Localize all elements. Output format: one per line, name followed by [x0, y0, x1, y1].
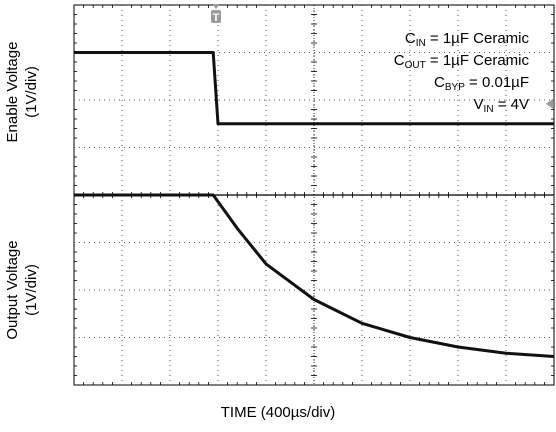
trigger-marker: [211, 10, 221, 23]
output-voltage-label-line2: (1V/div): [23, 264, 40, 316]
level-marker: [546, 98, 553, 109]
enable-voltage-label-line1: Enable Voltage: [4, 41, 21, 143]
markers: T: [211, 4, 553, 109]
trigger-label: T: [213, 12, 220, 24]
test-conditions: CIN = 1µF Ceramic COUT = 1µF Ceramic CBY…: [394, 28, 529, 116]
trigger-arrow: [212, 4, 220, 9]
output-voltage-trace: [74, 193, 555, 358]
output-voltage-label-line1: Output Voltage: [4, 240, 21, 340]
enable-voltage-label-line2: (1V/div): [23, 66, 40, 118]
condition-cout: COUT = 1µF Ceramic: [393, 52, 529, 71]
enable-voltage-trace: [74, 51, 554, 126]
condition-cin: CIN = 1µF Ceramic: [404, 30, 529, 49]
x-axis-label: TIME (400µs/div): [220, 404, 336, 421]
traces: [74, 51, 555, 358]
condition-vin: VIN = 4V: [473, 96, 529, 115]
condition-cbyp: CBYP = 0.01µF: [434, 74, 529, 93]
